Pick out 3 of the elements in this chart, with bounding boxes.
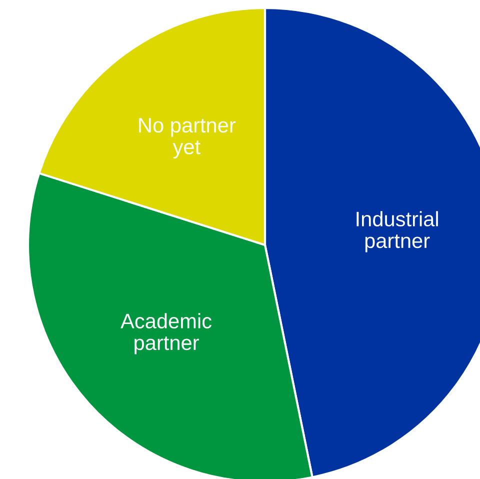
slice-label: Academic partner [120, 313, 212, 354]
slice-label: No partner yet [139, 118, 236, 158]
slice-label: Industrial partner [356, 211, 438, 252]
